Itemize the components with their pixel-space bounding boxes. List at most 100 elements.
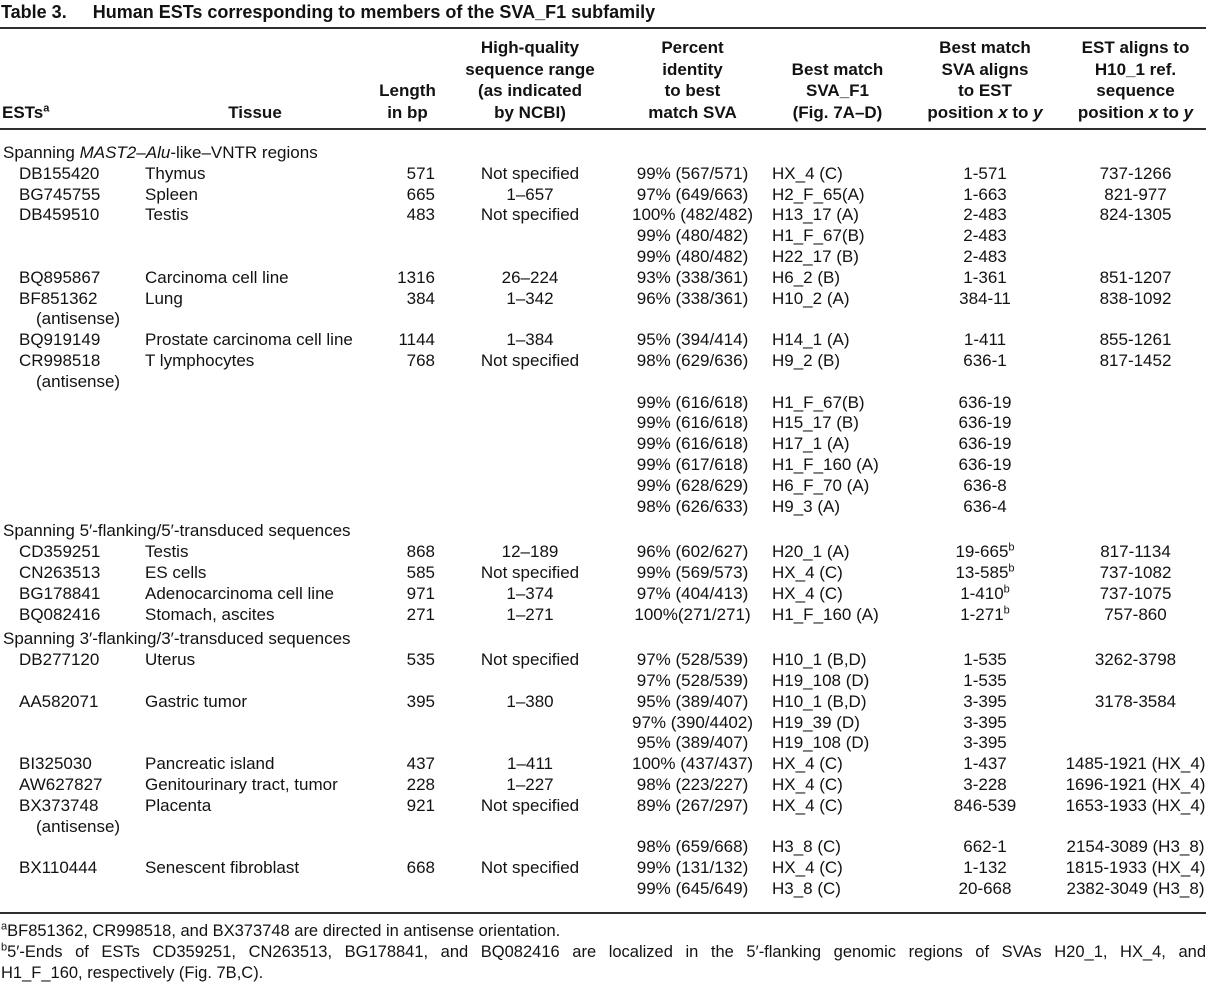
table-row: DB155420 Thymus 571 Not specified 99% (567/5… — [0, 164, 1206, 185]
cell-ests: BF851362 — [19, 288, 98, 308]
cell-ests: BQ895867 — [19, 267, 101, 287]
cell-ref-position — [1065, 372, 1206, 393]
cell-best-match: H10_2 (A) — [772, 288, 850, 308]
cell-hq-range: 1–384 — [506, 330, 554, 350]
cell-percent-identity: 93% (338/361) — [636, 267, 749, 287]
cell-best-match: H6_2 (B) — [772, 267, 841, 287]
cell-ests: DB277120 — [19, 650, 100, 670]
cell-est-position: 846-539 — [953, 795, 1017, 815]
cell-best-match: HX_4 (C) — [772, 163, 843, 183]
table-row: BG745755 Spleen 665 1–657 97% (649/663) H2_F_… — [0, 185, 1206, 206]
cell-est-position: 1-410b — [960, 583, 1010, 603]
cell-best-match — [770, 817, 905, 838]
cell-percent-identity: 99% (628/629) — [636, 475, 749, 495]
table-row: 97% (390/4402) H19_39 (D) 3-395 — [0, 713, 1206, 734]
cell-tissue: T lymphocytes — [145, 350, 255, 370]
cell-tissue — [140, 309, 370, 330]
cell-length — [370, 247, 445, 268]
table-row: BQ919149 Prostate carcinoma cell line 1144… — [0, 330, 1206, 351]
cell-length: 271 — [406, 604, 435, 624]
cell-ests — [0, 434, 140, 455]
cell-length — [370, 372, 445, 393]
table-row: 99% (628/629) H6_F_70 (A) 636-8 — [0, 476, 1206, 497]
cell-tissue — [140, 497, 370, 518]
cell-hq-range — [445, 455, 615, 476]
cell-ref-position — [1065, 455, 1206, 476]
cell-hq-range: 12–189 — [501, 542, 559, 562]
cell-ref-position: 1653-1933 (HX_4) — [1065, 795, 1206, 815]
cell-percent-identity: 99% (645/649) — [636, 878, 749, 898]
cell-percent-identity: 89% (267/297) — [636, 795, 749, 815]
cell-best-match: H19_108 (D) — [772, 733, 870, 753]
cell-length — [370, 476, 445, 497]
cell-tissue: Genitourinary tract, tumor — [145, 774, 338, 794]
cell-ests — [0, 671, 140, 692]
cell-ests: CR998518 — [19, 350, 101, 370]
cell-percent-identity: 98% (223/227) — [636, 774, 749, 794]
table-row: BF851362 Lung 384 1–342 96% (338/361) H10_2 (… — [0, 289, 1206, 310]
cell-length: 665 — [406, 184, 435, 204]
cell-best-match: HX_4 (C) — [772, 774, 843, 794]
table-row: (antisense) — [0, 309, 1206, 330]
cell-est-position: 1-437 — [963, 754, 1007, 774]
cell-ref-position — [1065, 309, 1206, 330]
column-header-hq-range: High-quality sequence range (as indicated b… — [465, 38, 595, 122]
cell-length: 535 — [406, 650, 435, 670]
table-row: 99% (616/618) H15_17 (B) 636-19 — [0, 413, 1206, 434]
cell-est-position: 636-1 — [963, 350, 1007, 370]
table-row: BQ895867 Carcinoma cell line 1316 26–224 93%… — [0, 268, 1206, 289]
cell-ref-position: 1815-1933 (HX_4) — [1065, 858, 1206, 878]
cell-hq-range: 1–411 — [506, 754, 553, 774]
cell-length — [370, 837, 445, 858]
cell-length — [370, 226, 445, 247]
cell-length: 1144 — [398, 330, 435, 350]
cell-ests: AW627827 — [19, 774, 103, 794]
cell-best-match: H10_1 (B,D) — [772, 691, 867, 711]
cell-percent-identity: 98% (629/636) — [636, 350, 749, 370]
cell-length: 395 — [406, 691, 435, 711]
cell-tissue — [140, 247, 370, 268]
cell-ref-position: 817-1452 — [1099, 350, 1172, 370]
cell-best-match — [770, 372, 905, 393]
cell-length: 483 — [406, 205, 435, 225]
table-row: 98% (659/668) H3_8 (C) 662-1 2154-3089 (H3_… — [0, 837, 1206, 858]
cell-tissue: Gastric tumor — [145, 691, 248, 711]
cell-tissue — [140, 476, 370, 497]
cell-tissue — [140, 713, 370, 734]
cell-best-match: HX_4 (C) — [772, 795, 843, 815]
cell-hq-range: 1–380 — [506, 691, 554, 711]
cell-ests: DB155420 — [19, 163, 100, 183]
cell-best-match: H9_3 (A) — [772, 496, 841, 516]
cell-est-position: 1-571 — [963, 163, 1007, 183]
cell-ref-position: 737-1075 — [1099, 583, 1172, 603]
cell-ref-position: 851-1207 — [1099, 267, 1172, 287]
cell-best-match: HX_4 (C) — [772, 583, 843, 603]
cell-ref-position: 824-1305 — [1099, 205, 1172, 225]
table-row: CR998518 T lymphocytes 768 Not specified 98%… — [0, 351, 1206, 372]
cell-est-position: 1-535 — [963, 650, 1007, 670]
cell-tissue: Stomach, ascites — [145, 604, 275, 624]
cell-hq-range: 1–227 — [506, 774, 554, 794]
cell-length: 585 — [406, 562, 435, 582]
table-row: 99% (616/618) H1_F_67(B) 636-19 — [0, 393, 1206, 414]
cell-best-match: H10_1 (B,D) — [772, 650, 867, 670]
cell-best-match: H1_F_67(B) — [772, 226, 865, 246]
cell-hq-range — [445, 713, 615, 734]
cell-est-position: 636-4 — [963, 496, 1007, 516]
cell-est-position: 636-19 — [958, 392, 1012, 412]
cell-best-match: H3_8 (C) — [772, 837, 841, 857]
cell-est-position — [905, 309, 1065, 330]
cell-ests: BQ082416 — [19, 604, 101, 624]
cell-tissue — [140, 393, 370, 414]
table-row: AA582071 Gastric tumor 395 1–380 95% (389/40… — [0, 692, 1206, 713]
cell-tissue — [140, 671, 370, 692]
table-row: 99% (645/649) H3_8 (C) 20-668 2382-3049 (H3… — [0, 879, 1206, 900]
table-row: CN263513 ES cells 585 Not specified 99% (569… — [0, 563, 1206, 584]
table-row: BX110444 Senescent fibroblast 668 Not speci… — [0, 858, 1206, 879]
cell-tissue — [140, 413, 370, 434]
cell-tissue: Testis — [145, 205, 189, 225]
cell-ref-position — [1065, 713, 1206, 734]
cell-est-position: 3-395 — [963, 691, 1007, 711]
cell-tissue: Testis — [145, 542, 189, 562]
cell-best-match: HX_4 (C) — [772, 562, 843, 582]
